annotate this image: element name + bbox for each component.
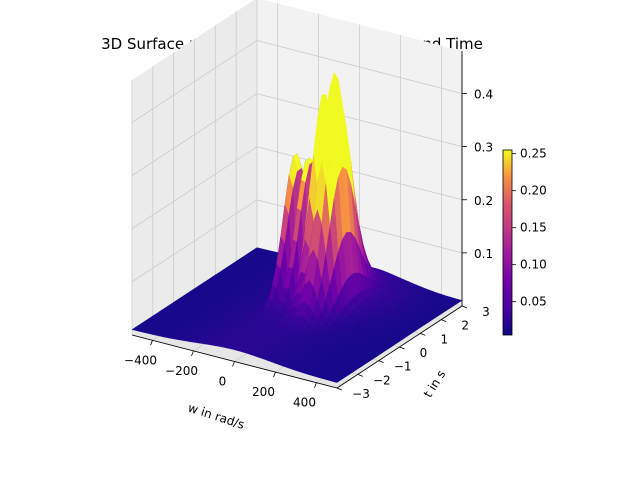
y-tick-label: 0 [420, 346, 428, 360]
x-tick-label: −400 [124, 353, 157, 367]
grid-line [131, 40, 258, 123]
x-tick-label: 200 [252, 385, 275, 399]
colorbar-tick-label: 0.15 [520, 221, 547, 235]
x-tick-mark [314, 382, 317, 388]
y-axis-label: t in s [421, 368, 449, 400]
y-tick-label: 2 [461, 319, 469, 333]
colorbar-tick-label: 0.20 [520, 184, 547, 198]
colorbar: 0.05 0.10 0.15 0.20 0.25 [502, 147, 547, 336]
y-tick-mark [441, 319, 447, 323]
surface-plot [131, 71, 463, 383]
x-tick-mark [150, 340, 153, 346]
y-tick-mark [420, 332, 426, 336]
x-tick-mark [273, 371, 276, 378]
y-tick-label: 3 [482, 305, 490, 319]
colorbar-gradient [502, 149, 513, 336]
y-tick-mark [378, 360, 384, 364]
grid-line [131, 199, 258, 283]
y-tick-mark [461, 305, 468, 309]
colorbar-tick-label: 0.25 [520, 147, 547, 161]
colorbar-tick-label: 0.10 [520, 258, 547, 272]
z-tick-label: 0.4 [474, 88, 493, 102]
y-tick-label: −1 [394, 360, 412, 374]
x-tick-label: 0 [219, 375, 227, 389]
z-tick-label: 0.2 [474, 194, 493, 208]
x-tick-label: 400 [293, 396, 316, 410]
y-tick-mark [399, 346, 405, 350]
grid-line [256, 93, 463, 148]
z-tick-label: 0.1 [474, 247, 493, 261]
grid-line [256, 146, 463, 201]
surface-patch [332, 378, 342, 383]
y-tick-label: 1 [441, 332, 449, 346]
x-tick-mark [191, 350, 194, 357]
y-tick-mark [336, 387, 343, 391]
colorbar-tick-label: 0.05 [520, 295, 547, 309]
grid-line [131, 93, 258, 176]
grid-line [256, 40, 463, 94]
grid-line [131, 146, 258, 230]
z-tick-label: 0.3 [474, 141, 493, 155]
x-axis-label: w in rad/s [186, 400, 246, 431]
x-tick-label: −200 [165, 364, 198, 378]
y-tick-mark [357, 373, 363, 377]
x-tick-mark [232, 361, 235, 367]
y-tick-label: −3 [352, 387, 370, 401]
y-tick-label: −2 [373, 373, 391, 387]
